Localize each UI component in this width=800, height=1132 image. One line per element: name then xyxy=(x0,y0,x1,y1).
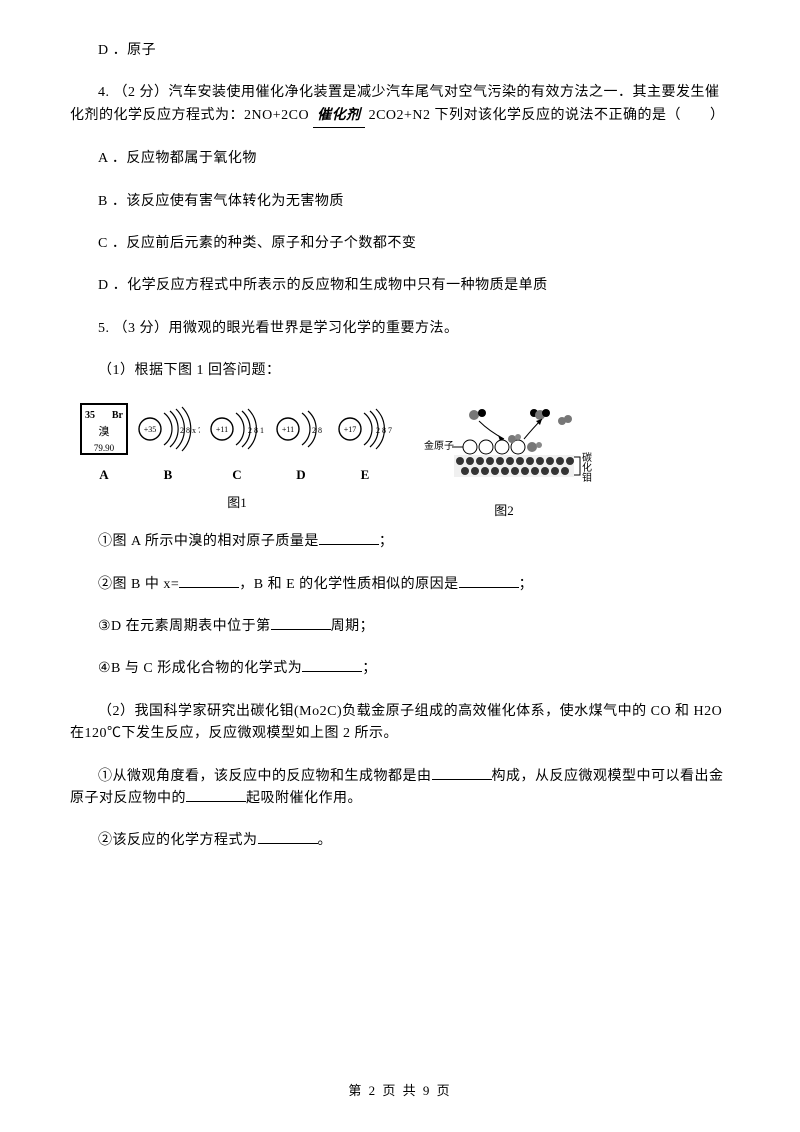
blank-input[interactable] xyxy=(302,658,362,672)
q5-part2-intro: （2）我国科学家研究出碳化钼(Mo2C)负载金原子组成的高效催化体系，使水煤气中… xyxy=(70,701,730,746)
fig1-label-c: C xyxy=(232,465,241,486)
figure-2: 金原子 碳 化 钼 xyxy=(414,403,594,493)
fig1-label-e: E xyxy=(361,465,370,486)
figures-row: 35 Br 溴 79.90 A +35 2 8 x 7 B xyxy=(80,403,730,522)
svg-text:钼: 钼 xyxy=(582,471,592,484)
q3-option-d: D ．原子 xyxy=(70,40,730,62)
atom-diagram-c: +11 2 8 1 xyxy=(208,403,266,455)
q5-sub3-b: 周期； xyxy=(331,619,375,634)
element-mass: 79.90 xyxy=(85,441,123,455)
blank-input[interactable] xyxy=(432,766,492,780)
blank-input[interactable] xyxy=(459,574,519,588)
q5-sub4: ④B 与 C 形成化合物的化学式为 ； xyxy=(70,658,730,680)
svg-text:2 8 7: 2 8 7 xyxy=(376,426,392,435)
fig1-label-a: A xyxy=(99,465,108,486)
catalyst-label: 催化剂 xyxy=(313,105,365,128)
figure2-caption: 图2 xyxy=(494,501,514,522)
svg-text:+11: +11 xyxy=(216,425,228,434)
q5-sub1-tail: ； xyxy=(379,534,394,549)
q5-part2-sub2: ②该反应的化学方程式为 。 xyxy=(70,830,730,852)
svg-text:+35: +35 xyxy=(144,425,157,434)
svg-text:2 8: 2 8 xyxy=(312,426,322,435)
svg-text:+17: +17 xyxy=(344,425,357,434)
q4-stem-part-b: 2CO2+N2 下列对该化学反应的说法不正确的是（ ） xyxy=(369,108,725,123)
element-sym: Br xyxy=(112,408,123,424)
element-name: 溴 xyxy=(85,424,123,442)
svg-text:金原子: 金原子 xyxy=(424,439,454,452)
q5-p2-s2-tail: 。 xyxy=(318,833,333,848)
q5-part2-sub1: ①从微观角度看，该反应中的反应物和生成物都是由构成，从反应微观模型中可以看出金原… xyxy=(70,766,730,811)
blank-input[interactable] xyxy=(258,830,318,844)
blank-input[interactable] xyxy=(271,616,331,630)
q4-option-b: B ．该反应使有害气体转化为无害物质 xyxy=(70,191,730,213)
q5-sub2-b: ，B 和 E 的化学性质相似的原因是 xyxy=(239,577,458,592)
svg-text:2 8 x 7: 2 8 x 7 xyxy=(180,426,200,435)
blank-input[interactable] xyxy=(319,531,379,545)
q5-sub3: ③D 在元素周期表中位于第 周期； xyxy=(70,616,730,638)
q4-stem: 4. （2 分）汽车安装使用催化净化装置是减少汽车尾气对空气污染的有效方法之一．… xyxy=(70,82,730,128)
figure1-caption: 图1 xyxy=(227,493,247,514)
figure-1: 35 Br 溴 79.90 A +35 2 8 x 7 B xyxy=(80,403,394,486)
q5-stem: 5. （3 分）用微观的眼光看世界是学习化学的重要方法。 xyxy=(70,318,730,340)
q5-part1-intro: （1）根据下图 1 回答问题： xyxy=(70,360,730,382)
q5-sub2-a: ②图 B 中 x= xyxy=(98,577,179,592)
q5-sub4-tail: ； xyxy=(362,661,377,676)
fig1-label-d: D xyxy=(296,465,305,486)
q5-sub2: ②图 B 中 x= ，B 和 E 的化学性质相似的原因是 ； xyxy=(70,574,730,596)
q4-option-d: D ．化学反应方程式中所表示的反应物和生成物中只有一种物质是单质 xyxy=(70,275,730,297)
page-footer: 第 2 页 共 9 页 xyxy=(0,1081,800,1102)
fig1-label-b: B xyxy=(164,465,173,486)
q5-p2-s1-a: ①从微观角度看，该反应中的反应物和生成物都是由 xyxy=(98,769,432,784)
q5-sub1-text: ①图 A 所示中溴的相对原子质量是 xyxy=(98,534,319,549)
element-num: 35 xyxy=(85,408,95,424)
q5-sub3-a: ③D 在元素周期表中位于第 xyxy=(98,619,271,634)
q5-sub4-a: ④B 与 C 形成化合物的化学式为 xyxy=(98,661,302,676)
blank-input[interactable] xyxy=(186,788,246,802)
q5-p2-s1-c: 起吸附催化作用。 xyxy=(246,791,362,806)
q4-option-a: A ．反应物都属于氧化物 xyxy=(70,148,730,170)
svg-text:+11: +11 xyxy=(282,425,294,434)
q5-p2-s2-a: ②该反应的化学方程式为 xyxy=(98,833,258,848)
q5-sub1: ①图 A 所示中溴的相对原子质量是 ； xyxy=(70,531,730,553)
q5-sub2-tail: ； xyxy=(519,577,534,592)
atom-diagram-d: +11 2 8 xyxy=(274,403,328,455)
element-box-br: 35 Br 溴 79.90 xyxy=(80,403,128,455)
blank-input[interactable] xyxy=(179,574,239,588)
atom-diagram-b: +35 2 8 x 7 xyxy=(136,403,200,455)
atom-diagram-e: +17 2 8 7 xyxy=(336,403,394,455)
q4-option-c: C ．反应前后元素的种类、原子和分子个数都不变 xyxy=(70,233,730,255)
svg-text:2 8 1: 2 8 1 xyxy=(248,426,264,435)
